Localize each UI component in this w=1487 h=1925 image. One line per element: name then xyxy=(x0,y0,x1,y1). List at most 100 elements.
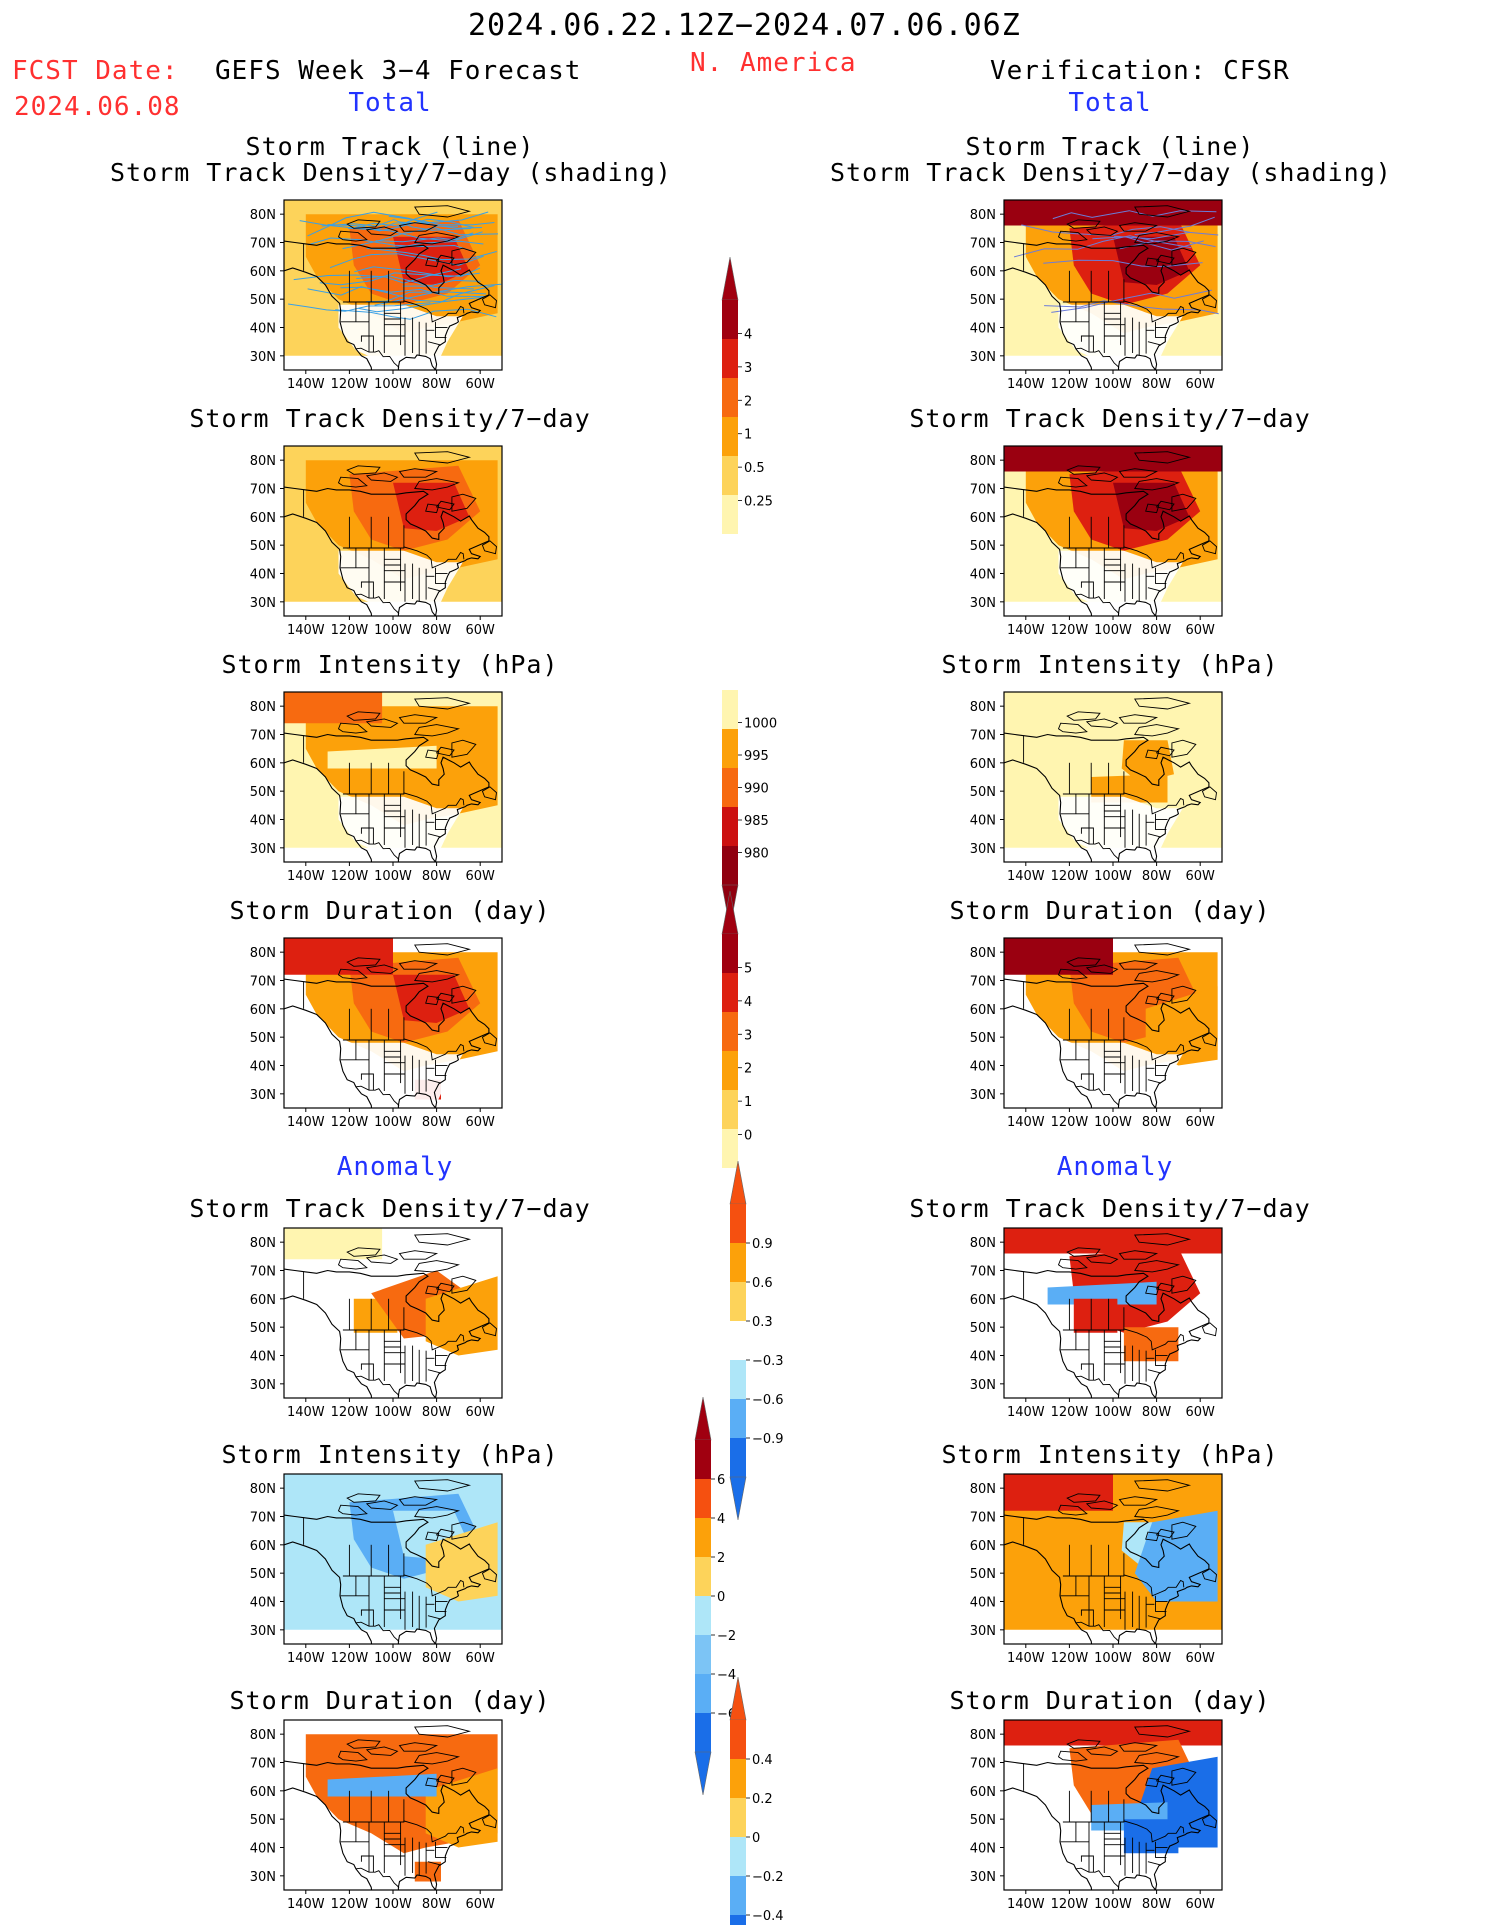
border-line xyxy=(435,1349,447,1366)
map-panel-left-5: 80N 70N 60N 50N 40N 30N 140W 120W 100W 80W 60W xyxy=(250,1227,503,1420)
lon-tick-label: 80W xyxy=(1142,869,1172,884)
border-line xyxy=(1080,1073,1094,1091)
colorbar-label: 3 xyxy=(744,1028,752,1043)
lon-tick-label: 140W xyxy=(287,1115,325,1130)
island-outline xyxy=(414,232,461,245)
panel-title-density-left: Storm Track Density/7−day xyxy=(189,404,591,433)
lon-tick-label: 80W xyxy=(422,623,452,638)
colorbar-segment xyxy=(722,1012,738,1051)
storm-track-line xyxy=(335,308,497,320)
shade-hudson xyxy=(393,236,470,285)
border-line xyxy=(1075,1867,1120,1888)
border-line xyxy=(342,546,465,569)
lon-tick-label: 120W xyxy=(1051,1651,1089,1666)
lon-tick-label: 140W xyxy=(1007,869,1045,884)
island-outline xyxy=(1134,1752,1181,1765)
island-outline xyxy=(425,1531,440,1542)
colorbar-segment xyxy=(695,1440,711,1479)
shade-band60 xyxy=(327,1773,437,1797)
lat-tick-label: 50N xyxy=(970,1813,996,1828)
colorbar-label: 0 xyxy=(752,1831,760,1846)
island-outline xyxy=(346,711,381,721)
island-outline xyxy=(1134,1506,1181,1519)
island-outline xyxy=(435,746,455,757)
border-line xyxy=(1147,587,1162,592)
island-outline xyxy=(1057,1504,1088,1516)
island-outline xyxy=(1145,995,1160,1006)
island-outline xyxy=(365,1746,399,1756)
lat-tick-label: 50N xyxy=(970,1567,996,1582)
island-outline xyxy=(1155,1282,1175,1293)
colorbar-segment xyxy=(695,1713,711,1752)
island-outline xyxy=(365,472,399,482)
border-line xyxy=(427,341,442,346)
lat-tick-label: 40N xyxy=(970,1350,996,1365)
verification-title: Verification: CFSR xyxy=(990,56,1290,86)
colorbar-label: 980 xyxy=(744,847,769,862)
lat-tick-label: 30N xyxy=(970,1870,996,1885)
lat-tick-label: 60N xyxy=(250,265,276,280)
border-line xyxy=(360,1363,374,1381)
panel-title-duration-anom-right: Storm Duration (day) xyxy=(949,1686,1271,1715)
island-outline xyxy=(1155,992,1175,1003)
lat-tick-label: 40N xyxy=(250,322,276,337)
island-outline xyxy=(1201,1032,1217,1047)
colorbar-arrow-top xyxy=(729,1677,747,1721)
lon-tick-label: 140W xyxy=(1007,1115,1045,1130)
colorbar-segment xyxy=(722,417,738,456)
island-outline xyxy=(1155,1528,1175,1539)
shade-arcticW xyxy=(284,692,383,724)
colorbar-segment xyxy=(722,456,738,495)
lon-tick-label: 120W xyxy=(331,1405,369,1420)
map-panel-left-1: 80N 70N 60N 50N 40N 30N 140W 120W 100W 80W 60W xyxy=(250,199,503,392)
colorbar-segment xyxy=(722,378,738,417)
border-line xyxy=(360,335,374,353)
island-outline xyxy=(481,294,497,309)
border-line xyxy=(355,593,400,614)
island-outline xyxy=(451,493,477,512)
island-outline xyxy=(1066,1739,1101,1749)
lat-tick-label: 70N xyxy=(250,975,276,990)
colorbar-label: 0.3 xyxy=(752,1315,773,1330)
lat-tick-label: 70N xyxy=(970,237,996,252)
shade-arcticW xyxy=(284,1228,383,1260)
lon-tick-label: 80W xyxy=(422,1115,452,1130)
shade-hudson xyxy=(393,482,470,531)
island-outline xyxy=(1085,1746,1119,1756)
lat-tick-label: 50N xyxy=(250,1567,276,1582)
border-line xyxy=(435,1595,447,1612)
island-outline xyxy=(1057,1750,1088,1762)
coastline xyxy=(1004,1268,1210,1398)
lat-tick-label: 40N xyxy=(250,1060,276,1075)
colorbar-label: −0.6 xyxy=(752,1393,784,1408)
island-outline xyxy=(1145,257,1160,268)
island-outline xyxy=(1134,478,1181,491)
border-line xyxy=(355,347,400,368)
border-line xyxy=(427,587,442,592)
colorbar-segment xyxy=(695,1518,711,1557)
panel-title-density-right: Storm Track Density/7−day xyxy=(909,404,1311,433)
lat-tick-label: 60N xyxy=(970,1539,996,1554)
colorbar-segment xyxy=(695,1635,711,1674)
lat-tick-label: 70N xyxy=(250,1511,276,1526)
panel-title-intensity-anom-left: Storm Intensity (hPa) xyxy=(221,1440,559,1469)
storm-track-line xyxy=(321,219,472,231)
map-panel-left-7: 80N 70N 60N 50N 40N 30N 140W 120W 100W 80W 60W xyxy=(250,1719,503,1912)
border-line xyxy=(360,1609,374,1627)
colorbar-label: 2 xyxy=(717,1551,725,1566)
island-outline xyxy=(414,1260,461,1273)
lon-tick-label: 80W xyxy=(422,1651,452,1666)
lat-tick-label: 80N xyxy=(970,208,996,223)
border-line xyxy=(435,567,447,584)
shading-layer xyxy=(1004,1720,1222,1890)
storm-track-line xyxy=(319,267,481,286)
island-outline xyxy=(1085,718,1119,728)
island-outline xyxy=(1134,1725,1192,1738)
colorbar-duration: 5 4 3 2 1 0 xyxy=(721,891,752,1168)
island-outline xyxy=(1085,472,1119,482)
border-line xyxy=(1075,593,1120,614)
panel-title-duration-anom-left: Storm Duration (day) xyxy=(229,1686,551,1715)
lon-tick-label: 60W xyxy=(465,1405,495,1420)
lat-tick-label: 50N xyxy=(250,1321,276,1336)
lat-tick-label: 50N xyxy=(970,293,996,308)
